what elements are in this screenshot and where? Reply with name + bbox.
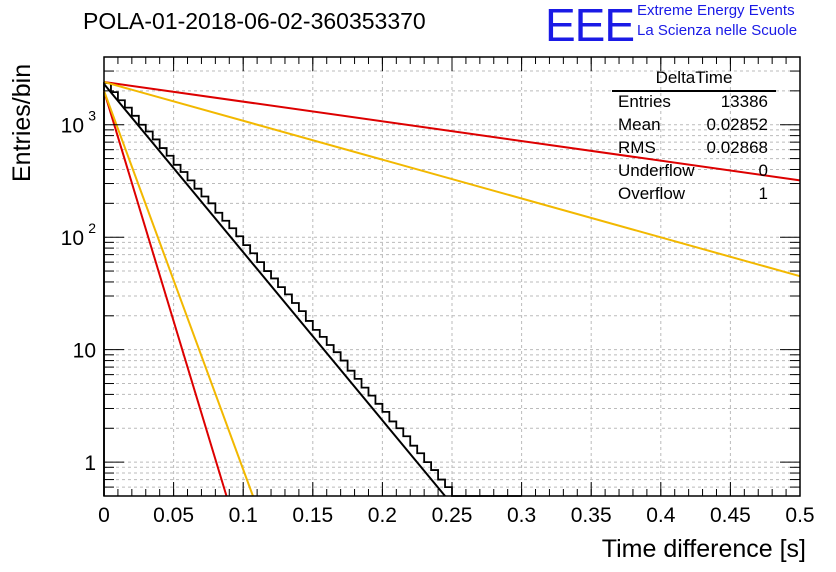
stats-value: 1 <box>758 184 768 203</box>
x-axis-label: Time difference [s] <box>601 535 806 563</box>
x-tick-label: 0.2 <box>368 504 397 527</box>
stats-title: DeltaTime <box>655 68 733 87</box>
histogram <box>103 82 522 497</box>
stats-label: Entries <box>618 92 671 111</box>
chart-title: POLA-01-2018-06-02-360353370 <box>83 8 426 34</box>
x-tick-label: 0.35 <box>571 504 612 527</box>
x-tick-label: 0.25 <box>432 504 473 527</box>
stats-label: Overflow <box>618 184 686 203</box>
y-axis-label: Entries/bin <box>8 63 36 182</box>
stats-label: Mean <box>618 115 661 134</box>
x-tick-label: 0.5 <box>785 504 814 527</box>
fit-lines <box>103 80 801 497</box>
stats-row: RMS 0.02868 <box>612 136 776 159</box>
eee-logo: EEE <box>545 0 635 51</box>
stats-row: Mean 0.02852 <box>612 113 776 136</box>
stats-row: Overflow 1 <box>612 182 776 205</box>
stats-row: Entries 13386 <box>612 90 776 113</box>
stats-row: Underflow 0 <box>612 159 776 182</box>
x-tick-label: 0.45 <box>710 504 751 527</box>
y-tick-exponent: 2 <box>88 220 96 236</box>
x-tick-label: 0.05 <box>153 504 194 527</box>
x-tick-label: 0 <box>98 504 110 527</box>
y-tick-exponent: 3 <box>88 108 96 124</box>
stats-value: 13386 <box>720 92 768 111</box>
fit-line <box>103 90 228 497</box>
y-tick-label: 1 <box>84 452 96 475</box>
stats-value: 0 <box>758 161 768 180</box>
x-tick-label: 0.1 <box>229 504 258 527</box>
stats-box: DeltaTime Entries 13386 Mean 0.02852 RMS… <box>612 68 776 205</box>
y-tick-label: 10 <box>73 340 96 363</box>
x-tick-label: 0.15 <box>292 504 333 527</box>
stats-label: Underflow <box>618 161 695 180</box>
fit-line <box>103 90 254 497</box>
y-tick-label: 10 <box>61 115 84 138</box>
fit-line <box>103 80 801 182</box>
stats-value: 0.02868 <box>706 138 768 157</box>
x-tick-label: 0.4 <box>646 504 676 527</box>
x-tick-label: 0.3 <box>507 504 536 527</box>
fit-line <box>103 83 446 497</box>
histogram-outline <box>103 82 522 497</box>
y-tick-label: 10 <box>61 227 84 250</box>
stats-divider <box>612 90 776 92</box>
fit-line <box>103 80 801 278</box>
x-axis: 0 0.05 0.1 0.15 0.2 0.25 0.3 0.35 0.4 0.45 0.5 <box>98 57 815 527</box>
stats-value: 0.02852 <box>706 115 768 134</box>
logo-text-line1: Extreme Energy Events <box>637 2 795 19</box>
logo-text-line2: La Scienza nelle Scuole <box>637 22 798 39</box>
stats-label: RMS <box>618 138 656 157</box>
